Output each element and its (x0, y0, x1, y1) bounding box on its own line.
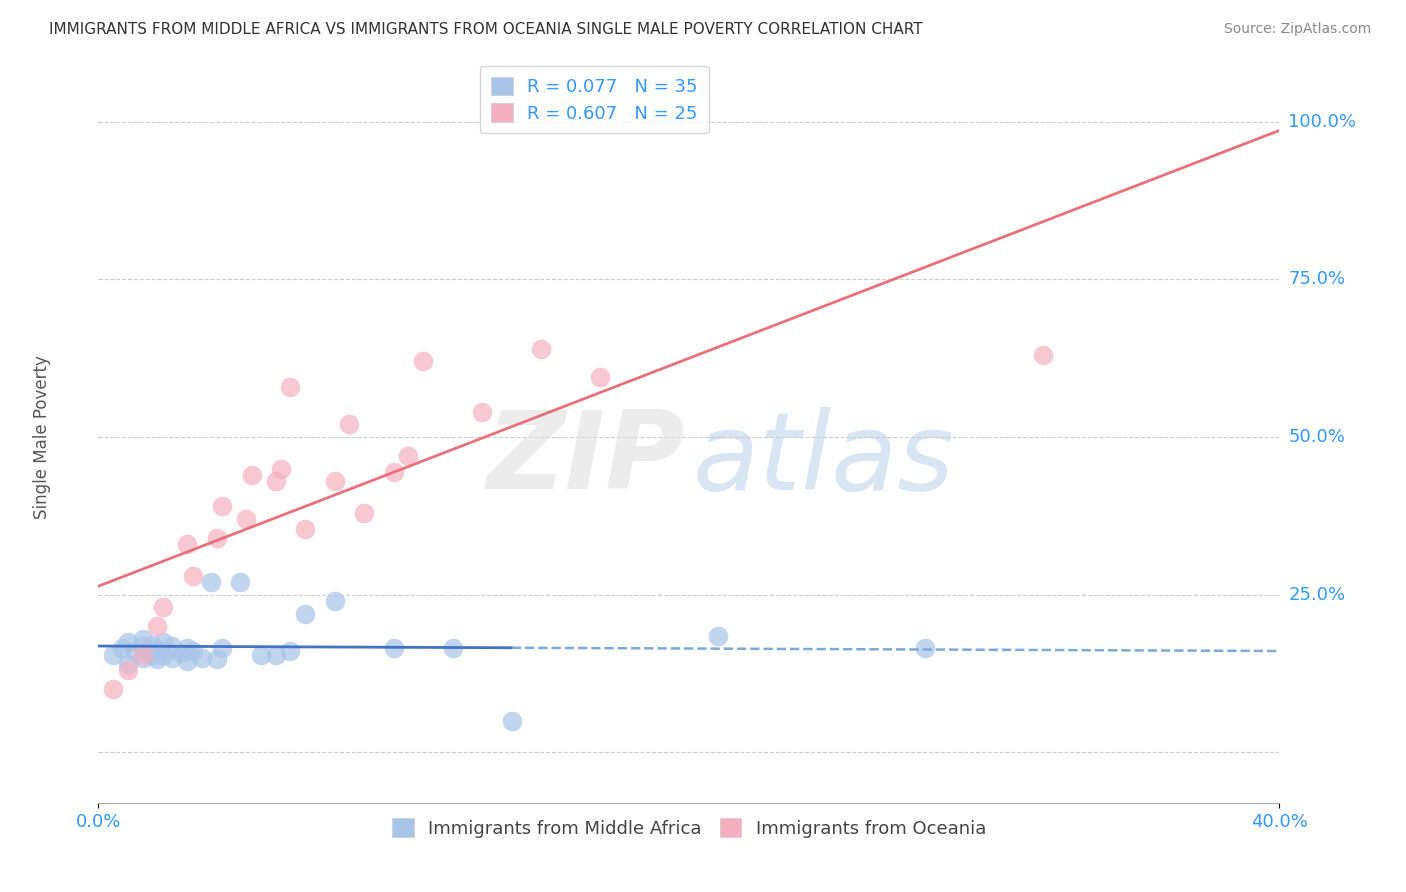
Point (205, 652, 228, 666)
Point (176, 654, 198, 668)
Point (270, 461, 292, 475)
Point (146, 619, 169, 633)
Point (412, 354, 434, 368)
Point (707, 629, 730, 643)
Point (103, 682, 125, 697)
Point (103, 648, 125, 662)
Point (441, 641, 464, 656)
Point (141, 648, 163, 662)
Point (162, 650, 183, 665)
Point (132, 632, 155, 646)
Point (250, 648, 273, 662)
Point (914, 641, 936, 656)
Point (323, 474, 346, 488)
Point (117, 664, 139, 678)
Point (176, 641, 198, 656)
Point (339, 417, 361, 432)
Point (111, 641, 134, 656)
Point (235, 512, 257, 526)
Point (211, 641, 233, 656)
Point (132, 648, 155, 662)
Point (501, 714, 523, 728)
Point (170, 646, 193, 660)
Point (264, 648, 287, 662)
Point (146, 643, 169, 657)
Point (122, 644, 145, 658)
Legend: Immigrants from Middle Africa, Immigrants from Oceania: Immigrants from Middle Africa, Immigrant… (385, 811, 993, 845)
Point (382, 641, 405, 656)
Text: IMMIGRANTS FROM MIDDLE AFRICA VS IMMIGRANTS FROM OCEANIA SINGLE MALE POVERTY COR: IMMIGRANTS FROM MIDDLE AFRICA VS IMMIGRA… (49, 22, 922, 37)
Point (280, 379, 302, 393)
Point (132, 650, 155, 665)
Point (240, 467, 263, 482)
Point (181, 644, 204, 658)
Point (1032, 348, 1054, 362)
Text: atlas: atlas (693, 407, 955, 511)
Text: ZIP: ZIP (486, 406, 685, 512)
Point (132, 640, 155, 654)
Point (141, 638, 163, 652)
Point (117, 657, 139, 671)
Point (211, 500, 233, 514)
Point (176, 537, 198, 551)
Point (181, 569, 204, 583)
Point (117, 635, 139, 649)
Point (471, 405, 494, 419)
Text: 75.0%: 75.0% (1288, 270, 1346, 288)
Point (200, 575, 222, 590)
Point (162, 640, 183, 654)
Point (280, 644, 302, 658)
Point (152, 600, 174, 615)
Text: 25.0%: 25.0% (1288, 586, 1346, 604)
Point (146, 652, 169, 666)
Point (152, 648, 174, 662)
Point (294, 521, 316, 535)
Point (323, 594, 346, 608)
Point (382, 465, 405, 479)
Text: Single Male Poverty: Single Male Poverty (32, 355, 51, 519)
Point (191, 650, 214, 665)
Point (294, 607, 316, 621)
Point (152, 635, 174, 649)
Point (530, 342, 553, 356)
Text: 50.0%: 50.0% (1288, 428, 1346, 446)
Text: Source: ZipAtlas.com: Source: ZipAtlas.com (1223, 22, 1371, 37)
Point (353, 506, 375, 520)
Point (589, 370, 612, 384)
Point (398, 449, 420, 463)
Point (264, 474, 287, 488)
Point (229, 575, 252, 590)
Text: 100.0%: 100.0% (1288, 112, 1357, 131)
Point (205, 531, 228, 545)
